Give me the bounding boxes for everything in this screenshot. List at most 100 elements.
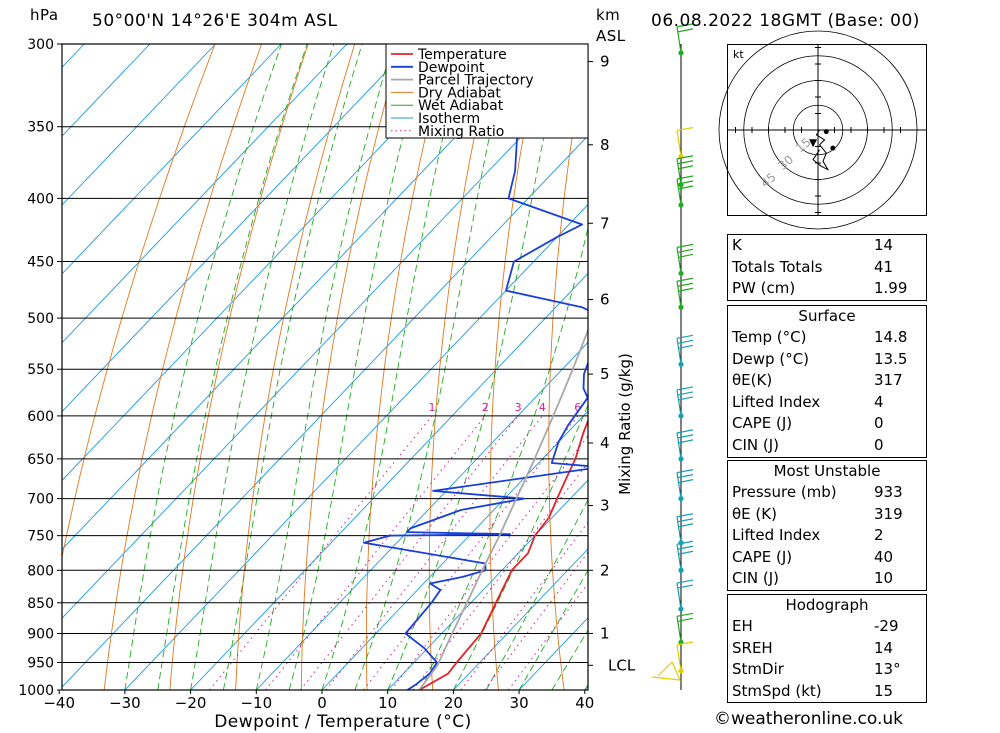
wind-barb-flag	[676, 429, 694, 434]
hodograph-trace	[812, 129, 830, 171]
isotherm-line	[62, 44, 414, 413]
storm-motion-marker	[809, 139, 818, 148]
mu-thetae-label: θE (K)	[732, 504, 777, 523]
wind-barb-flag	[677, 391, 694, 396]
pressure-tick-label: 800	[27, 563, 54, 579]
mu-cin-value: 10	[874, 569, 894, 588]
surface-cape-row: CAPE (J) 0	[728, 413, 926, 435]
wind-barb-flag	[677, 248, 694, 253]
sreh-value: 14	[874, 638, 894, 657]
temperature-profile	[418, 418, 588, 690]
pw-value: 1.99	[874, 279, 908, 298]
x-tick-label: 40	[575, 694, 594, 712]
wind-barb-flag	[678, 479, 694, 484]
pressure-tick-label: 950	[27, 655, 54, 671]
mixing-ratio-label: 3	[515, 401, 522, 414]
x-tick-label: −30	[109, 694, 141, 712]
km-tick-label: 1	[600, 624, 610, 642]
parcel-trajectory	[418, 327, 588, 690]
surface-li-label: Lifted Index	[732, 392, 821, 411]
isotherm-line	[62, 44, 348, 344]
wind-barb-flag	[676, 612, 694, 617]
most-unstable-panel: Most Unstable Pressure (mb) 933 θE (K) 319…	[727, 460, 927, 591]
mu-cape-label: CAPE (J)	[732, 547, 793, 566]
k-index-row: K 14	[728, 235, 926, 257]
mu-li-value: 2	[874, 526, 884, 545]
surface-temp-row: Temp (°C) 14.8	[728, 327, 926, 349]
pressure-tick-label: 750	[27, 529, 54, 545]
asl-unit-label: ASL	[596, 27, 626, 45]
wind-level-dot	[678, 668, 684, 674]
mu-li-row: Lifted Index 2	[728, 525, 926, 547]
surface-thetae-label: θE(K)	[732, 371, 773, 390]
wind-barb-staff	[676, 616, 682, 643]
surface-thetae-row: θE(K) 317	[728, 370, 926, 392]
stmdir-label: StmDir	[732, 660, 784, 679]
wind-barb-staff	[676, 130, 682, 157]
mu-thetae-value: 319	[874, 504, 903, 523]
mu-pressure-row: Pressure (mb) 933	[728, 482, 926, 504]
pressure-tick-label: 650	[27, 452, 54, 468]
sreh-row: SREH 14	[728, 638, 926, 660]
hodograph-point	[823, 129, 829, 135]
pw-row: PW (cm) 1.99	[728, 278, 926, 300]
surface-li-value: 4	[874, 392, 884, 411]
isotherm-line	[255, 341, 588, 690]
wind-barb-flag	[678, 165, 694, 170]
mixing-ratio-label: 2	[482, 401, 489, 414]
wind-barb-flag	[676, 540, 694, 545]
pressure-tick-label: 450	[27, 255, 54, 271]
wind-barb-flag	[677, 180, 694, 185]
wind-barb-flag	[678, 396, 694, 401]
surface-dewp-value: 13.5	[874, 349, 908, 368]
wind-barb-flag	[676, 386, 694, 391]
plot-background	[62, 44, 588, 690]
forecast-datetime: 06.08.2022 18GMT (Base: 00)	[651, 11, 920, 31]
pressure-tick-label: 550	[27, 362, 54, 378]
mixing-ratio-label: 4	[539, 401, 546, 414]
wind-barb-flag	[678, 439, 694, 444]
mu-cape-row: CAPE (J) 40	[728, 547, 926, 569]
km-tick-label: 7	[600, 214, 610, 232]
pressure-tick-label: 700	[27, 492, 54, 508]
surface-cape-value: 0	[874, 414, 884, 433]
wind-barb-flag	[677, 545, 694, 550]
surface-li-row: Lifted Index 4	[728, 392, 926, 414]
km-tick-label: 3	[600, 496, 610, 514]
pressure-tick-label: 350	[27, 120, 54, 136]
wind-barb-flag	[676, 579, 694, 584]
hodograph-panel	[727, 44, 927, 216]
x-tick-label: 0	[317, 694, 327, 712]
wind-barb-flag	[677, 28, 694, 33]
wind-barb-flag	[678, 287, 694, 292]
wind-barb-flag	[677, 339, 694, 344]
mu-pressure-value: 933	[874, 483, 903, 501]
k-index-value: 14	[874, 236, 894, 254]
km-tick-label: 6	[600, 291, 610, 309]
pressure-tick-label: 300	[27, 37, 54, 53]
wind-barb-staff	[676, 26, 682, 53]
surface-temp-value: 14.8	[874, 328, 908, 346]
site-credit: ©weatheronline.co.uk	[714, 709, 904, 729]
km-tick-label: 2	[600, 561, 610, 579]
stmspd-row: StmSpd (kt) 15	[728, 681, 926, 703]
totals-totals-row: Totals Totals 41	[728, 257, 926, 279]
isotherm-line	[321, 410, 588, 690]
legend-entry: Mixing Ratio	[418, 124, 504, 140]
km-tick-label: 5	[600, 365, 610, 383]
pressure-tick-label: 600	[27, 409, 54, 425]
x-tick-label: −10	[240, 694, 272, 712]
legend-entry: Wet Adiabat	[418, 98, 504, 114]
pressure-tick-label: 900	[27, 626, 54, 642]
stmspd-value: 15	[874, 681, 894, 700]
wind-barb-flag	[677, 518, 694, 523]
surface-cin-row: CIN (J) 0	[728, 435, 926, 457]
surface-dewp-label: Dewp (°C)	[732, 349, 810, 368]
eh-value: -29	[874, 617, 899, 635]
wind-barb-flag	[678, 550, 694, 555]
surface-dewp-row: Dewp (°C) 13.5	[728, 349, 926, 371]
location-title: 50°00'N 14°26'E 304m ASL	[92, 11, 338, 31]
indices-panel: K 14 Totals Totals 41 PW (cm) 1.99	[727, 234, 927, 301]
mixing-ratio-line	[363, 415, 579, 690]
wind-barb-flag	[676, 243, 694, 248]
